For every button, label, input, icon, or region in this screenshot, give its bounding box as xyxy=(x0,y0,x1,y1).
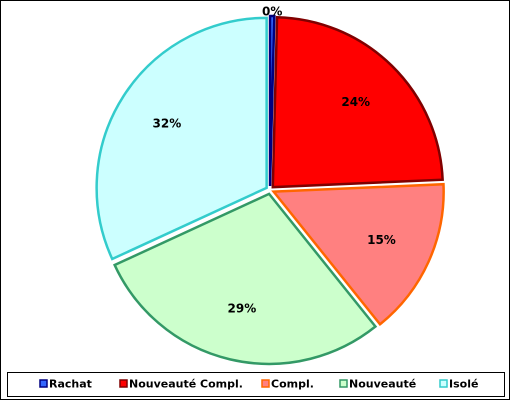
legend-label: Nouveauté xyxy=(349,378,416,391)
pie-slice xyxy=(268,14,276,187)
legend-swatch xyxy=(39,379,48,388)
legend-label: Rachat xyxy=(49,378,92,391)
pie-slice xyxy=(113,192,378,366)
pie-slice xyxy=(271,15,444,189)
legend-swatch xyxy=(439,379,448,388)
data-label: 24% xyxy=(341,95,370,109)
data-label: 0% xyxy=(262,5,282,19)
data-label: 15% xyxy=(367,233,396,247)
legend-label: Compl. xyxy=(271,378,314,391)
legend-label: Nouveauté Compl. xyxy=(129,378,243,391)
legend-label: Isolé xyxy=(449,378,478,391)
pie-slice xyxy=(95,16,268,261)
legend-box xyxy=(7,372,505,397)
legend-swatch xyxy=(119,379,128,388)
legend-swatch xyxy=(339,379,348,388)
legend-swatch xyxy=(261,379,270,388)
data-label: 32% xyxy=(153,117,182,131)
data-label: 29% xyxy=(228,302,257,316)
pie-slice xyxy=(271,182,445,327)
